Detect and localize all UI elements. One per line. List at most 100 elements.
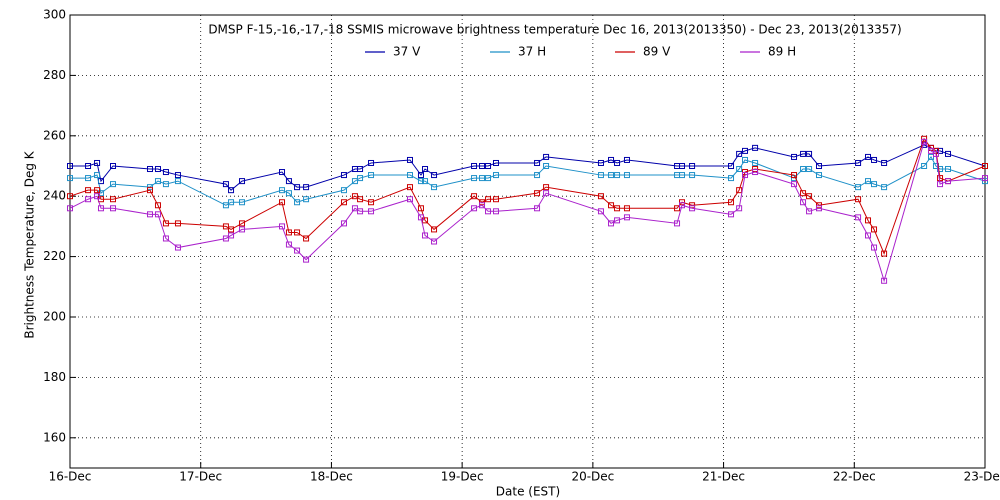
data-point — [239, 178, 246, 185]
data-point — [67, 193, 73, 200]
data-point — [94, 172, 101, 179]
data-point — [728, 163, 735, 169]
data-point — [623, 172, 630, 179]
data-point — [855, 159, 862, 166]
y-tick-label: 240 — [43, 189, 66, 203]
data-point — [932, 150, 939, 157]
data-point — [422, 178, 429, 185]
y-axis-label: Brightness Temperature, Deg K — [23, 150, 37, 338]
data-point — [742, 147, 749, 154]
data-point — [368, 208, 375, 215]
data-point — [742, 156, 749, 163]
data-point — [228, 226, 235, 233]
data-point — [479, 163, 486, 169]
series-line — [69, 137, 986, 255]
data-point — [736, 150, 743, 157]
data-point — [674, 220, 681, 227]
data-point — [222, 235, 229, 242]
data-point — [110, 196, 117, 203]
data-point — [174, 244, 181, 251]
data-point — [800, 199, 807, 206]
data-point — [728, 199, 735, 206]
data-point — [614, 217, 621, 224]
series-line — [70, 156, 986, 206]
data-point — [357, 166, 364, 173]
data-point — [855, 184, 862, 191]
legend-label: 37 V — [393, 45, 421, 59]
data-point — [806, 166, 813, 173]
data-point — [881, 159, 888, 166]
data-point — [865, 153, 872, 160]
series-line — [70, 144, 986, 191]
data-point — [417, 178, 424, 185]
data-point — [406, 196, 413, 203]
data-point — [431, 226, 438, 233]
data-point — [146, 166, 153, 173]
y-tick-label: 180 — [43, 370, 66, 384]
data-point — [422, 166, 429, 173]
y-tick-label: 260 — [43, 128, 66, 142]
data-point — [162, 235, 169, 242]
data-point — [608, 202, 615, 209]
data-point — [94, 159, 101, 166]
data-point — [937, 181, 944, 188]
y-tick-label: 220 — [43, 249, 66, 263]
data-point — [800, 166, 807, 173]
data-point — [881, 277, 888, 284]
data-point — [110, 181, 117, 188]
data-point — [492, 159, 499, 166]
x-tick-label: 20-Dec — [571, 470, 614, 484]
data-point — [689, 163, 696, 169]
data-point — [146, 211, 153, 218]
data-point — [728, 175, 735, 182]
data-point — [800, 190, 807, 197]
y-tick-label: 280 — [43, 68, 66, 82]
data-point — [479, 175, 486, 182]
data-point — [752, 159, 759, 166]
data-point — [800, 150, 807, 157]
data-point — [982, 178, 988, 185]
data-point — [97, 205, 104, 212]
data-point — [982, 175, 988, 182]
data-point — [368, 159, 375, 166]
data-point — [534, 190, 541, 197]
legend-label: 89 H — [768, 45, 796, 59]
data-point — [736, 187, 743, 194]
data-point — [928, 153, 935, 160]
data-point — [431, 184, 438, 191]
data-point — [67, 205, 73, 212]
data-point — [174, 220, 181, 227]
data-point — [431, 172, 438, 179]
data-point — [871, 244, 878, 251]
data-point — [534, 172, 541, 179]
data-point — [110, 205, 117, 212]
data-point — [679, 172, 686, 179]
data-point — [689, 205, 696, 212]
data-point — [303, 196, 310, 203]
x-tick-label: 18-Dec — [310, 470, 353, 484]
data-point — [422, 217, 429, 224]
x-tick-label: 17-Dec — [179, 470, 222, 484]
data-point — [623, 214, 630, 221]
data-point — [85, 175, 92, 182]
data-point — [608, 220, 615, 227]
data-point — [492, 208, 499, 215]
data-point — [294, 247, 301, 254]
data-point — [928, 147, 935, 154]
data-point — [881, 250, 888, 257]
data-point — [614, 159, 621, 166]
data-point — [351, 205, 358, 212]
data-point — [623, 205, 630, 212]
data-point — [485, 175, 492, 182]
data-point — [921, 163, 928, 169]
data-point — [357, 208, 364, 215]
data-point — [485, 196, 492, 203]
data-point — [945, 150, 952, 157]
series-line — [69, 140, 986, 283]
data-point — [222, 202, 229, 209]
data-point — [279, 169, 286, 176]
data-point — [608, 156, 615, 163]
data-point — [543, 184, 550, 191]
